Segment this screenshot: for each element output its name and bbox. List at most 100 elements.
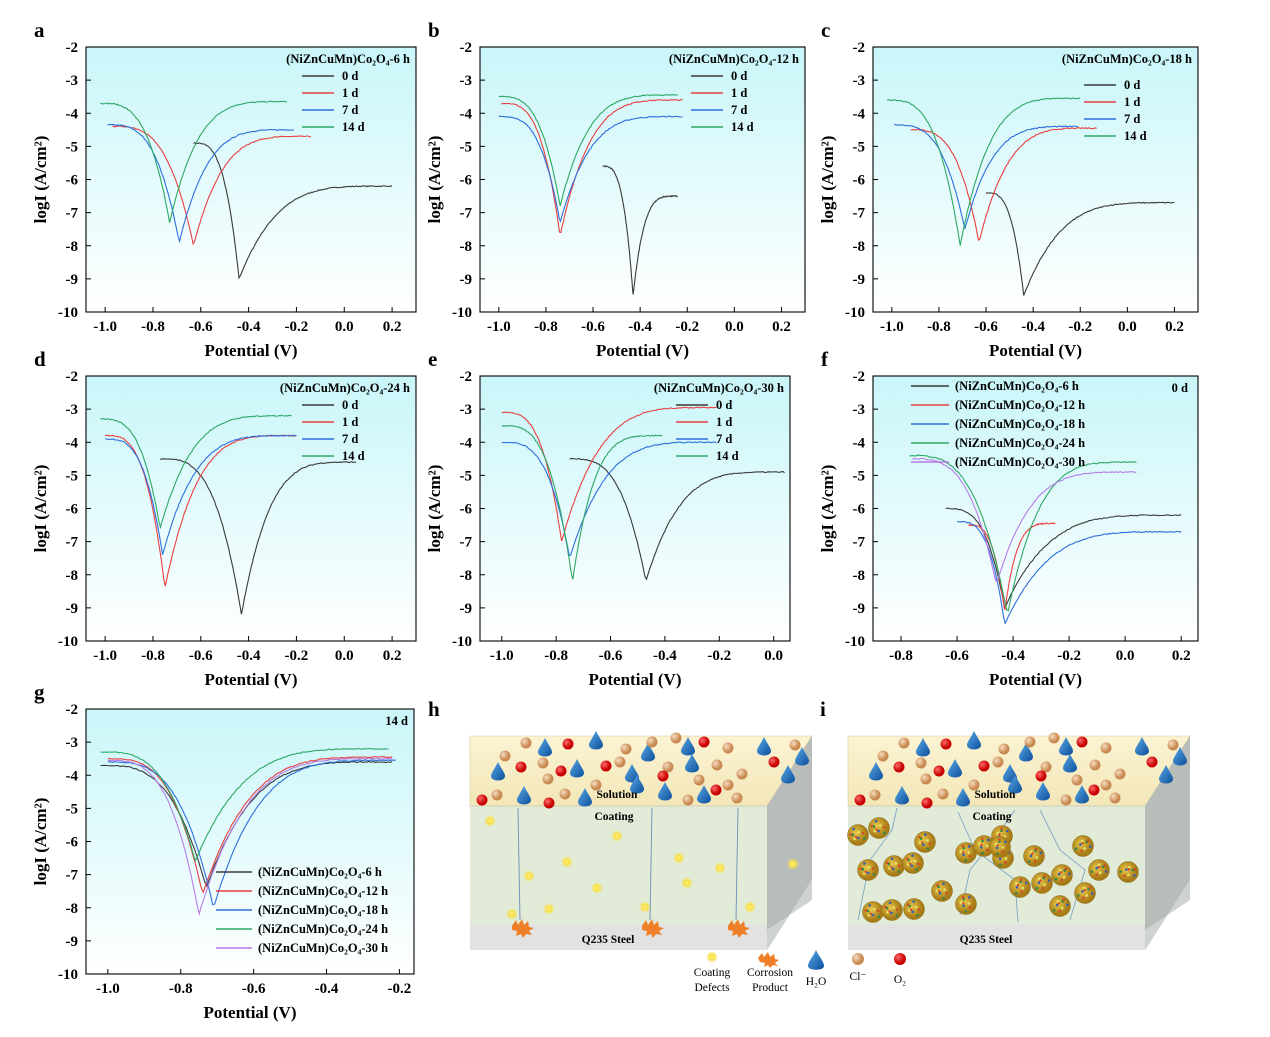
y-tick-label: -2 <box>460 369 473 385</box>
oxygen-particle <box>555 765 567 777</box>
y-tick-label: -3 <box>853 73 866 89</box>
series-line-1 <box>160 457 357 615</box>
y-tick-label: -10 <box>845 634 865 650</box>
series-line-1 <box>193 141 393 280</box>
x-tick-label: -0.6 <box>599 648 623 664</box>
chloride-particle <box>693 774 705 786</box>
panel-title: (NiZnCuMn)Co₂O₄-12 h <box>669 52 799 66</box>
oxygen-particle <box>600 760 612 772</box>
h2o-particle <box>570 759 584 778</box>
y-tick-label: -4 <box>66 435 79 451</box>
h2o-particle <box>491 762 505 781</box>
series-line-1 <box>945 507 1182 611</box>
legend-entry: 1 d <box>342 86 358 100</box>
x-tick-label: -0.2 <box>388 981 412 997</box>
panel-title: (NiZnCuMn)Co₂O₄-24 h <box>280 381 410 395</box>
plot-area <box>872 46 1199 313</box>
schematic-legend: Coating Defects Corrosion Product H₂O Cl⁻ … <box>694 950 906 994</box>
chloride-particle <box>1024 736 1036 748</box>
chloride-particle <box>992 756 1004 768</box>
chloride-particle <box>670 732 682 744</box>
series-line-5 <box>912 457 1137 583</box>
series-line-1 <box>569 457 785 581</box>
legend-entry: (NiZnCuMn)Co₂O₄-18 h <box>258 903 388 917</box>
coating-defect <box>787 858 799 870</box>
oxygen-icon <box>894 953 906 965</box>
y-tick-label: -5 <box>460 139 473 155</box>
y-tick-label: -9 <box>460 601 473 617</box>
chloride-particle <box>898 737 910 749</box>
panel-label-i: i <box>820 697 826 721</box>
x-tick-label: -0.2 <box>1068 319 1092 335</box>
x-tick-label: -0.8 <box>141 648 165 664</box>
nanoparticle <box>989 836 1011 858</box>
y-tick-label: -8 <box>66 568 79 584</box>
oxygen-particle <box>1146 756 1158 768</box>
legend-entry: (NiZnCuMn)Co₂O₄-30 h <box>955 455 1085 469</box>
chart-panel-g: g -10 -9 -8 -7 -6 -5 -4 -3 -2 -1.0 -0.8 -0.6 -0.4 -0.2… <box>31 680 415 1022</box>
coating-side <box>1145 736 1190 950</box>
series-line-3 <box>501 441 717 557</box>
legend-entry: (NiZnCuMn)Co₂O₄-6 h <box>955 379 1079 393</box>
y-tick-label: -4 <box>460 106 473 122</box>
legend-entry: (NiZnCuMn)Co₂O₄-12 h <box>955 398 1085 412</box>
coating-defect <box>523 870 535 882</box>
x-tick-label: -0.6 <box>581 319 605 335</box>
x-tick-label: -0.4 <box>315 981 339 997</box>
oxygen-particle <box>476 794 488 806</box>
legend-entry: 14 d <box>342 449 365 463</box>
series-line-4 <box>100 100 288 223</box>
panel-title: (NiZnCuMn)Co₂O₄-30 h <box>654 381 784 395</box>
chloride-particle <box>491 789 503 801</box>
steel-label: Q235 Steel <box>582 934 635 946</box>
panel-label: e <box>428 347 437 371</box>
nanoparticle <box>1031 872 1053 894</box>
water-drop-icon <box>808 950 824 970</box>
panel-title: (NiZnCuMn)Co₂O₄-18 h <box>1062 52 1192 66</box>
panel-label: c <box>821 18 830 42</box>
x-tick-label: 0.0 <box>764 648 783 664</box>
x-tick-label: -0.6 <box>945 648 969 664</box>
nanoparticle <box>1074 882 1096 904</box>
schematic-h: h Solution Coating Q235 Steel <box>428 697 813 950</box>
series-line-3 <box>104 434 297 555</box>
h2o-particle <box>589 731 603 750</box>
y-axis-label: logI (A/cm²) <box>818 136 837 224</box>
schematic-i: i Solution Coating Q235 Steel <box>820 697 1191 950</box>
h2o-particle <box>956 788 970 807</box>
y-axis-label: logI (A/cm²) <box>31 136 50 224</box>
x-tick-label: -0.2 <box>707 648 731 664</box>
series-line-3 <box>107 123 295 244</box>
x-tick-label: -0.2 <box>285 648 309 664</box>
nanoparticle <box>1051 864 1073 886</box>
oxygen-particle <box>562 738 574 750</box>
chloride-particle <box>1040 761 1052 773</box>
oxygen-particle <box>893 761 905 773</box>
y-tick-label: -9 <box>853 601 866 617</box>
legend-coating-defects: Coating Defects <box>694 967 731 994</box>
chloride-particle <box>559 788 571 800</box>
y-tick-label: -6 <box>853 173 866 189</box>
corrosion-product-icon <box>758 952 779 968</box>
x-axis-label: Potential (V) <box>588 670 681 689</box>
series-line-2 <box>501 406 717 542</box>
chloride-particle <box>682 794 694 806</box>
oxygen-particle <box>1076 736 1088 748</box>
series-line-4 <box>498 93 678 206</box>
plot-area <box>85 708 415 975</box>
nanoparticle <box>883 855 905 877</box>
y-tick-label: -2 <box>460 40 473 56</box>
chart-panel-f: f -10 -9 -8 -7 -6 -5 -4 -3 -2 -0.8 -0.6 -0.4 -0.2 0.0 0… <box>818 347 1199 689</box>
y-tick-label: -7 <box>66 206 79 222</box>
legend-entry: 14 d <box>731 120 754 134</box>
oxygen-particle <box>515 761 527 773</box>
h2o-particle <box>948 759 962 778</box>
y-tick-label: -10 <box>452 634 472 650</box>
y-tick-label: -3 <box>460 402 473 418</box>
x-tick-label: -0.8 <box>889 648 913 664</box>
y-tick-label: -6 <box>66 835 79 851</box>
corrosion-products <box>512 919 750 938</box>
x-tick-label: -0.6 <box>189 648 213 664</box>
legend-entry: (NiZnCuMn)Co₂O₄-18 h <box>955 417 1085 431</box>
